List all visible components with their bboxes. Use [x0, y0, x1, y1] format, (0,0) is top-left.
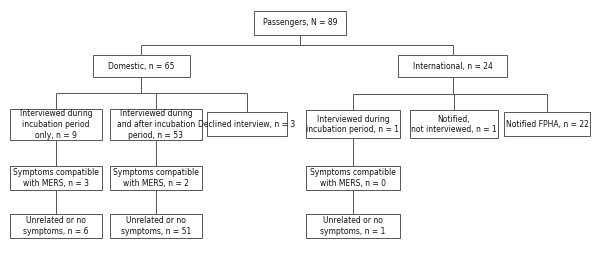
Text: Domestic, n = 65: Domestic, n = 65	[108, 62, 175, 70]
FancyBboxPatch shape	[208, 112, 287, 136]
FancyBboxPatch shape	[410, 110, 498, 138]
Text: Unrelated or no
symptoms, n = 1: Unrelated or no symptoms, n = 1	[320, 216, 386, 236]
FancyBboxPatch shape	[398, 55, 507, 77]
Text: Symptoms compatible
with MERS, n = 2: Symptoms compatible with MERS, n = 2	[113, 168, 199, 188]
FancyBboxPatch shape	[505, 112, 590, 136]
Text: Symptoms compatible
with MERS, n = 0: Symptoms compatible with MERS, n = 0	[310, 168, 396, 188]
Text: Unrelated or no
symptoms, n = 51: Unrelated or no symptoms, n = 51	[121, 216, 191, 236]
Text: Interviewed during
incubation period
only, n = 9: Interviewed during incubation period onl…	[20, 109, 92, 140]
FancyBboxPatch shape	[110, 109, 202, 140]
FancyBboxPatch shape	[110, 166, 202, 190]
FancyBboxPatch shape	[10, 214, 101, 238]
FancyBboxPatch shape	[254, 11, 346, 35]
Text: Unrelated or no
symptoms, n = 6: Unrelated or no symptoms, n = 6	[23, 216, 89, 236]
Text: Interviewed during
incubation period, n = 1: Interviewed during incubation period, n …	[307, 114, 400, 134]
Text: Passengers, N = 89: Passengers, N = 89	[263, 18, 337, 27]
Text: International, n = 24: International, n = 24	[413, 62, 493, 70]
FancyBboxPatch shape	[306, 166, 400, 190]
FancyBboxPatch shape	[93, 55, 190, 77]
FancyBboxPatch shape	[10, 109, 101, 140]
Text: Symptoms compatible
with MERS, n = 3: Symptoms compatible with MERS, n = 3	[13, 168, 99, 188]
Text: Notified FPHA, n = 22: Notified FPHA, n = 22	[506, 120, 589, 129]
FancyBboxPatch shape	[10, 166, 101, 190]
FancyBboxPatch shape	[110, 214, 202, 238]
FancyBboxPatch shape	[306, 214, 400, 238]
Text: Notified,
not interviewed, n = 1: Notified, not interviewed, n = 1	[411, 114, 497, 134]
Text: Declined interview, n = 3: Declined interview, n = 3	[199, 120, 296, 129]
Text: Interviewed during
and after incubation
period, n = 53: Interviewed during and after incubation …	[117, 109, 195, 140]
FancyBboxPatch shape	[306, 110, 400, 138]
